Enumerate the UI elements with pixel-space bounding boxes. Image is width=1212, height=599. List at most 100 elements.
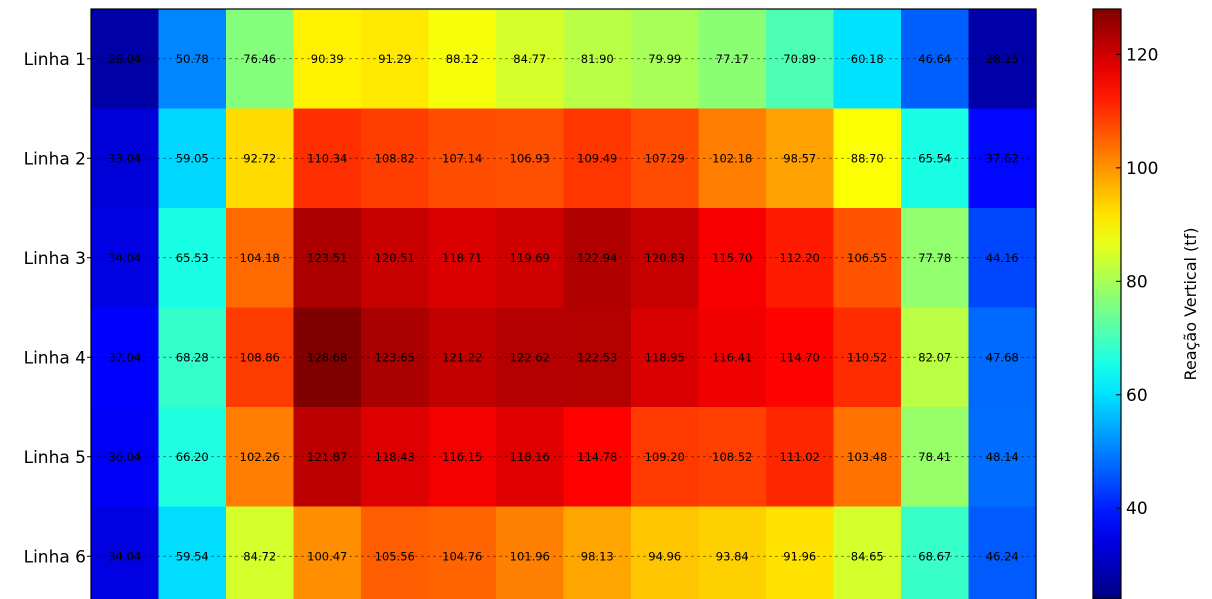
heatmap-cell-r6-c3 (226, 506, 295, 599)
heatmap-cell-r6-c14 (968, 506, 1037, 599)
cell-value-label-r3-c5: 120.51 (375, 251, 415, 265)
cell-value-label-r5-c7: 118.16 (510, 450, 550, 464)
cell-value-label-r4-c11: 114.70 (780, 350, 820, 364)
cell-value-label-r2-c6: 107.14 (442, 151, 482, 165)
cell-value-label-r4-c2: 68.28 (176, 350, 209, 364)
cell-value-label-r4-c3: 108.86 (240, 350, 280, 364)
cell-value-label-r6-c5: 105.56 (375, 549, 415, 563)
cell-value-label-r5-c13: 78.41 (918, 450, 951, 464)
heatmap-cell-r6-c2 (158, 506, 227, 599)
cell-value-label-r6-c2: 59.54 (176, 549, 209, 563)
cell-value-label-r3-c1: 34.04 (108, 251, 141, 265)
cell-value-label-r6-c4: 100.47 (307, 549, 347, 563)
cell-value-label-r2-c11: 98.57 (783, 151, 816, 165)
cell-value-label-r5-c11: 111.02 (780, 450, 820, 464)
grid-lines (91, 58, 1036, 557)
cell-value-label-r1-c4: 90.39 (311, 52, 344, 66)
cell-value-label-r6-c9: 94.96 (648, 549, 681, 563)
cell-value-label-r1-c10: 77.17 (716, 52, 749, 66)
cell-value-label-r6-c7: 101.96 (510, 549, 550, 563)
row-labels: Linha 1 Linha 2 Linha 3 Linha 4 Linha 5 Linha… (24, 50, 91, 567)
cell-value-label-r2-c14: 37.62 (986, 151, 1019, 165)
cell-value-label-r4-c1: 37.04 (108, 350, 141, 364)
colorbar-tick-label-100: 100 (1126, 159, 1158, 179)
colorbar: 40 60 80 100 120 Reação Vertical (tf) (1092, 8, 1200, 599)
heatmap-cell-r6-c5 (361, 506, 430, 599)
cell-value-label-r4-c5: 123.65 (375, 350, 415, 364)
cell-value-label-r3-c8: 122.94 (577, 251, 617, 265)
cell-value-label-r4-c9: 118.95 (645, 350, 685, 364)
cell-value-label-r3-c13: 77.78 (918, 251, 951, 265)
row-label-3: Linha 3 (24, 249, 86, 269)
cell-value-label-r2-c12: 88.70 (851, 151, 884, 165)
cell-value-label-r2-c5: 108.82 (375, 151, 415, 165)
row-label-4: Linha 4 (24, 348, 86, 368)
cell-value-label-r1-c11: 70.89 (783, 52, 816, 66)
cell-value-label-r2-c7: 106.93 (510, 151, 550, 165)
cell-value-label-r2-c3: 92.72 (243, 151, 276, 165)
cell-value-label-r3-c10: 115.70 (712, 251, 752, 265)
cell-value-label-r2-c13: 65.54 (918, 151, 951, 165)
cell-value-label-r6-c13: 68.67 (918, 549, 951, 563)
cell-value-label-r1-c1: 28.04 (108, 52, 141, 66)
cell-value-label-r1-c6: 88.12 (446, 52, 479, 66)
cell-value-label-r6-c8: 98.13 (581, 549, 614, 563)
heatmap-cell-r6-c10 (698, 506, 767, 599)
cell-value-label-r2-c1: 33.04 (108, 151, 141, 165)
cell-value-label-r4-c6: 121.22 (442, 350, 482, 364)
row-label-1: Linha 1 (24, 50, 86, 70)
cell-value-label-r5-c2: 66.20 (176, 450, 209, 464)
cell-value-label-r3-c9: 120.83 (645, 251, 685, 265)
cell-value-label-r5-c4: 121.87 (307, 450, 347, 464)
cell-value-label-r6-c12: 84.65 (851, 549, 884, 563)
heatmap-cell-r6-c13 (901, 506, 970, 599)
cell-value-label-r4-c4: 128.68 (307, 350, 347, 364)
cell-value-label-r3-c3: 104.18 (240, 251, 280, 265)
cell-labels: 28.04 50.78 76.46 90.39 91.29 88.12 84.77 81.90… (108, 52, 1018, 564)
cell-value-label-r3-c4: 123.51 (307, 251, 347, 265)
cell-value-label-r1-c8: 81.90 (581, 52, 614, 66)
cell-value-label-r1-c12: 60.18 (851, 52, 884, 66)
cell-value-label-r6-c1: 34.04 (108, 549, 141, 563)
colorbar-gradient (1092, 8, 1122, 599)
cell-value-label-r5-c10: 108.52 (712, 450, 752, 464)
cell-value-label-r5-c3: 102.26 (240, 450, 280, 464)
cell-value-label-r3-c12: 106.55 (847, 251, 887, 265)
cell-value-label-r2-c10: 102.18 (712, 151, 752, 165)
colorbar-tick-label-80: 80 (1126, 272, 1148, 292)
cell-value-label-r4-c8: 122.53 (577, 350, 617, 364)
cell-value-label-r5-c8: 114.78 (577, 450, 617, 464)
cell-value-label-r5-c9: 109.20 (645, 450, 685, 464)
cell-value-label-r4-c12: 110.52 (847, 350, 887, 364)
cell-value-label-r5-c6: 116.15 (442, 450, 482, 464)
cell-value-label-r2-c9: 107.29 (645, 151, 685, 165)
row-label-6: Linha 6 (24, 547, 86, 567)
cell-value-label-r5-c5: 118.43 (375, 450, 415, 464)
cell-value-label-r1-c3: 76.46 (243, 52, 276, 66)
colorbar-label: Reação Vertical (tf) (1181, 228, 1200, 381)
cell-value-label-r3-c14: 44.16 (986, 251, 1019, 265)
cell-value-label-r6-c14: 46.24 (986, 549, 1019, 563)
cell-value-label-r1-c14: 28.15 (986, 52, 1019, 66)
cell-value-label-r2-c2: 59.05 (176, 151, 209, 165)
cell-value-label-r6-c6: 104.76 (442, 549, 482, 563)
colorbar-tick-label-120: 120 (1126, 45, 1158, 65)
cell-value-label-r3-c6: 118.71 (442, 251, 482, 265)
heatmap-cell-r6-c4 (293, 506, 362, 599)
colorbar-tick-label-40: 40 (1126, 499, 1148, 519)
cell-value-label-r6-c3: 84.72 (243, 549, 276, 563)
heatmap-cell-r6-c1 (91, 506, 160, 599)
plot-frame (90, 8, 1037, 599)
heatmap-cell-r6-c12 (833, 506, 902, 599)
row-label-5: Linha 5 (24, 448, 86, 468)
cell-value-label-r4-c14: 47.68 (986, 350, 1019, 364)
heatmap-cell-r6-c11 (766, 506, 835, 599)
cell-value-label-r3-c11: 112.20 (780, 251, 820, 265)
cell-value-label-r4-c13: 82.07 (918, 350, 951, 364)
cell-value-label-r6-c11: 91.96 (783, 549, 816, 563)
heatmap-cell-r6-c9 (631, 506, 700, 599)
heatmap-cell-r6-c6 (428, 506, 497, 599)
cell-value-label-r2-c8: 109.49 (577, 151, 617, 165)
cell-value-label-r5-c14: 48.14 (986, 450, 1019, 464)
